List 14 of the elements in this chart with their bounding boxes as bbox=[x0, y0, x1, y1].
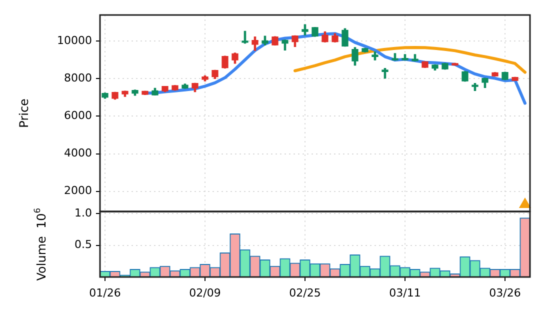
x-tick-label: 03/11 bbox=[389, 286, 421, 300]
y-tick-label: 2000 bbox=[64, 184, 92, 198]
y-tick-label: 4000 bbox=[64, 146, 92, 160]
y-tick-label: 6000 bbox=[64, 109, 92, 122]
x-tick-label: 02/25 bbox=[289, 286, 321, 300]
y-tick-label: 8000 bbox=[64, 72, 92, 85]
y-tick-label: 0.5 bbox=[74, 238, 92, 252]
y-axis-title: Volume 106 bbox=[32, 208, 49, 281]
y-tick-label: 10000 bbox=[57, 34, 92, 47]
x-tick-label: 02/09 bbox=[189, 286, 221, 300]
x-tick-label: 03/26 bbox=[489, 286, 521, 300]
y-axis-title: Price bbox=[17, 98, 32, 128]
y-tick-label: 1.0 bbox=[74, 206, 92, 220]
x-tick-label: 01/26 bbox=[89, 286, 121, 300]
